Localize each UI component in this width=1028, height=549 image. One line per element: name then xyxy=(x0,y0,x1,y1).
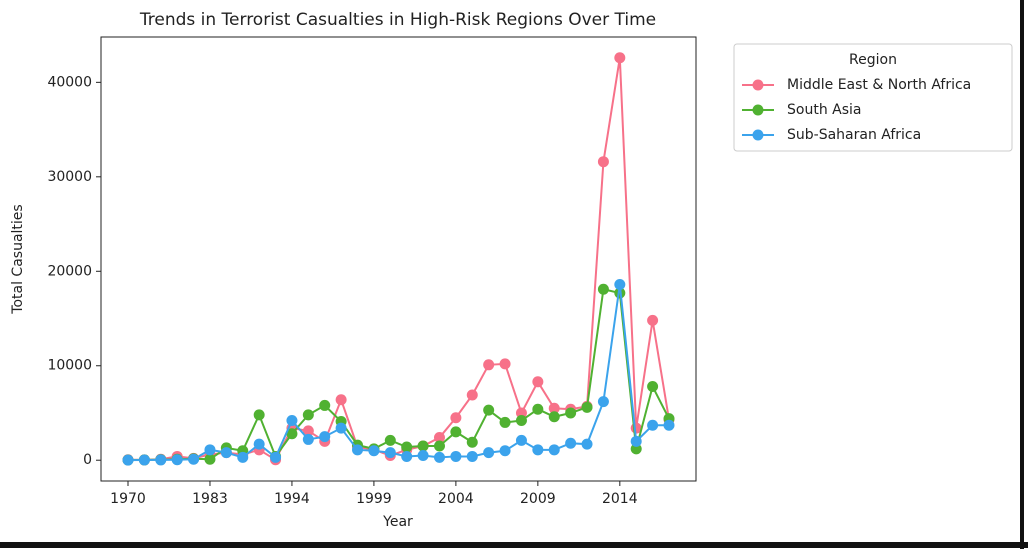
data-point xyxy=(188,453,200,465)
data-point xyxy=(647,419,659,431)
data-point xyxy=(532,376,544,388)
data-point xyxy=(352,444,364,456)
data-point xyxy=(515,434,527,446)
data-point xyxy=(253,409,265,421)
data-point xyxy=(155,454,167,466)
data-point xyxy=(450,450,462,462)
chart-title: Trends in Terrorist Casualties in High-R… xyxy=(139,10,656,30)
data-point xyxy=(204,453,216,465)
data-point xyxy=(532,444,544,456)
data-point xyxy=(417,440,429,452)
data-point xyxy=(499,358,511,370)
data-point xyxy=(450,426,462,438)
data-point xyxy=(548,411,560,423)
y-tick-label: 30000 xyxy=(47,169,92,185)
x-tick-label: 1970 xyxy=(110,491,146,507)
legend-label: Middle East & North Africa xyxy=(787,77,971,93)
data-point xyxy=(548,444,560,456)
y-tick-label: 10000 xyxy=(47,358,92,374)
legend-marker xyxy=(752,79,764,91)
data-point xyxy=(384,447,396,459)
data-point xyxy=(302,433,314,445)
data-point xyxy=(237,451,249,463)
data-point xyxy=(286,415,298,427)
data-point xyxy=(581,438,593,450)
data-point xyxy=(647,314,659,326)
data-point xyxy=(597,396,609,408)
y-tick-label: 40000 xyxy=(47,74,92,90)
data-point xyxy=(204,444,216,456)
data-point xyxy=(614,52,626,64)
x-tick-label: 1983 xyxy=(192,491,228,507)
legend-label: Sub-Saharan Africa xyxy=(787,127,921,143)
data-point xyxy=(597,283,609,295)
x-tick-label: 2009 xyxy=(520,491,556,507)
data-point xyxy=(499,445,511,457)
data-point xyxy=(483,359,495,371)
data-point xyxy=(384,434,396,446)
data-point xyxy=(433,451,445,463)
x-axis-label: Year xyxy=(382,514,413,530)
data-point xyxy=(663,419,675,431)
data-point xyxy=(401,450,413,462)
data-point xyxy=(630,435,642,447)
data-point xyxy=(499,416,511,428)
data-point xyxy=(122,454,134,466)
x-tick-label: 2004 xyxy=(438,491,474,507)
data-point xyxy=(466,450,478,462)
data-point xyxy=(286,428,298,440)
data-point xyxy=(548,402,560,414)
data-point xyxy=(532,403,544,415)
data-point xyxy=(614,279,626,291)
data-point xyxy=(417,449,429,461)
plot-area xyxy=(100,36,697,482)
data-point xyxy=(466,436,478,448)
data-point xyxy=(581,401,593,413)
legend-box xyxy=(733,43,1013,152)
data-point xyxy=(220,447,232,459)
data-point xyxy=(466,389,478,401)
y-tick-label: 0 xyxy=(83,452,92,468)
data-point xyxy=(450,412,462,424)
series-line xyxy=(127,288,670,462)
x-tick-label: 1999 xyxy=(356,491,392,507)
data-point xyxy=(302,425,314,437)
x-tick-label: 1994 xyxy=(274,491,310,507)
data-point xyxy=(319,399,331,411)
data-point xyxy=(565,407,577,419)
y-axis-label: Total Casualties xyxy=(10,204,26,314)
data-point xyxy=(368,445,380,457)
data-point xyxy=(483,404,495,416)
data-point xyxy=(138,454,150,466)
data-point xyxy=(433,432,445,444)
data-point xyxy=(335,422,347,434)
data-point xyxy=(515,415,527,427)
legend-marker xyxy=(752,104,764,116)
data-point xyxy=(319,431,331,443)
data-point xyxy=(597,156,609,168)
data-point xyxy=(630,443,642,455)
data-point xyxy=(335,394,347,406)
data-point xyxy=(171,454,183,466)
legend-label: South Asia xyxy=(787,102,861,118)
data-point xyxy=(401,441,413,453)
data-point xyxy=(483,447,495,459)
data-point xyxy=(302,409,314,421)
data-point xyxy=(515,407,527,419)
data-point xyxy=(433,440,445,452)
legend-title: Region xyxy=(849,52,897,68)
data-point xyxy=(565,437,577,449)
series-line xyxy=(127,284,669,462)
legend-marker xyxy=(752,129,764,141)
data-point xyxy=(647,381,659,393)
data-point xyxy=(270,451,282,463)
data-point xyxy=(253,438,265,450)
x-tick-label: 2014 xyxy=(602,491,638,507)
y-tick-label: 20000 xyxy=(47,263,92,279)
